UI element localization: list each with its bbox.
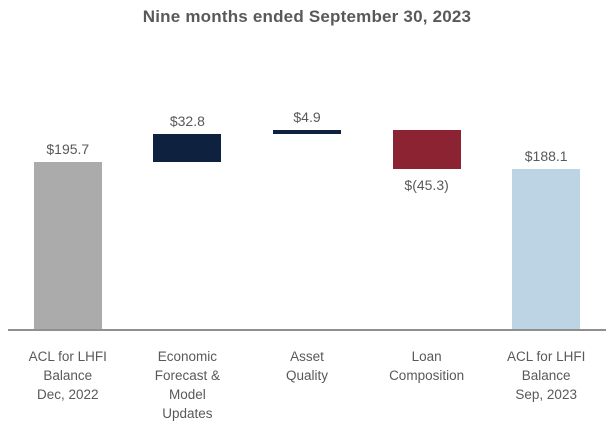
value-label-economic-forecast-model-updates: $32.8 [169, 113, 205, 130]
category-label-acl-lhfi-balance-sep-2023: ACL for LHFI Balance Sep, 2023 [507, 349, 586, 402]
category-label-economic-forecast-model-updates: Economic Forecast & Model Updates [154, 349, 221, 421]
category-label-loan-composition: Loan Composition [389, 349, 465, 383]
value-label-acl-lhfi-balance-dec-2022: $195.7 [46, 141, 90, 158]
chart-title: Nine months ended September 30, 2023 [142, 7, 472, 26]
waterfall-bar-acl-lhfi-balance-sep-2023 [512, 168, 581, 329]
value-label-acl-lhfi-balance-sep-2023: $188.1 [524, 147, 568, 164]
waterfall-bar-loan-composition [392, 130, 461, 169]
x-axis-line [8, 329, 606, 331]
waterfall-bar-economic-forecast-model-updates [153, 134, 222, 163]
category-label-acl-lhfi-balance-dec-2022: ACL for LHFI Balance Dec, 2022 [28, 349, 107, 402]
value-label-asset-quality: $4.9 [293, 109, 321, 126]
category-label-asset-quality: Asset Quality [285, 349, 329, 383]
value-label-loan-composition: $(45.3) [404, 176, 449, 193]
waterfall-bar-asset-quality [273, 130, 341, 135]
waterfall-bar-acl-lhfi-balance-dec-2022 [33, 162, 102, 329]
